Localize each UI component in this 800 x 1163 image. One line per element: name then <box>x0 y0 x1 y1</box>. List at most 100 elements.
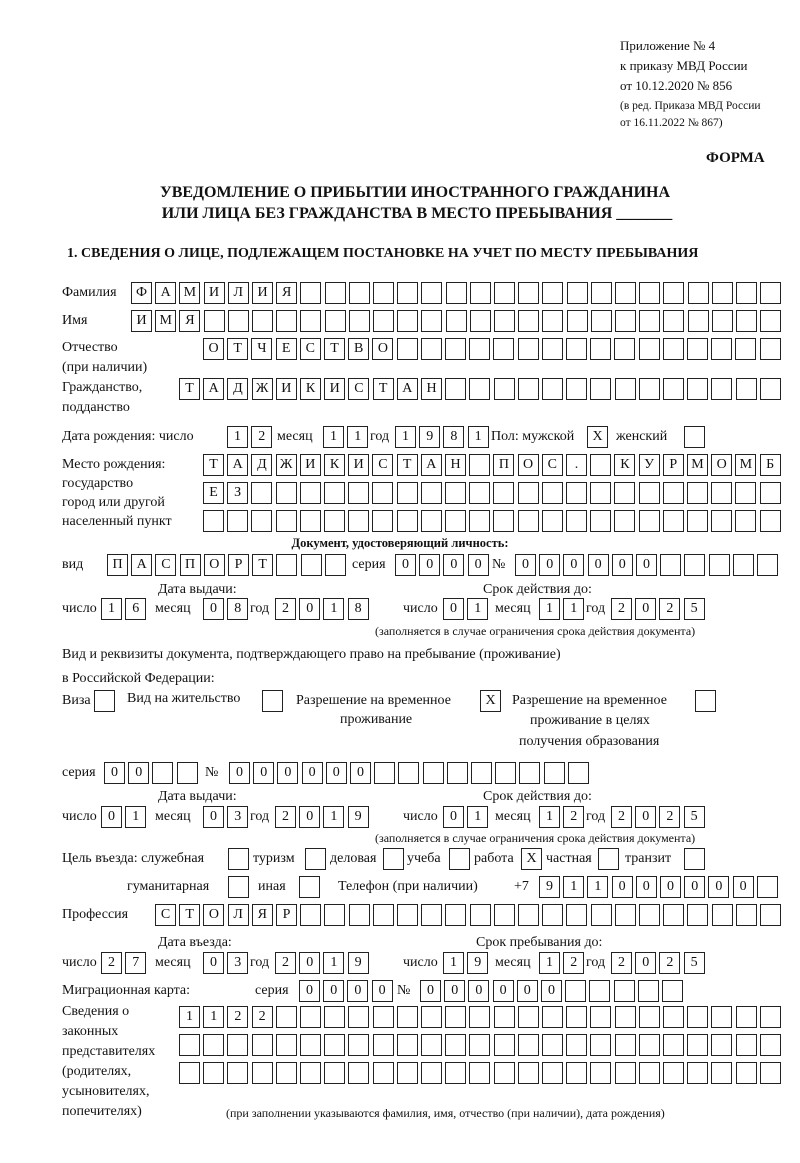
char-cell[interactable]: 5 <box>683 952 705 974</box>
char-cell[interactable] <box>565 980 587 1002</box>
purpose-private-checkbox[interactable] <box>598 848 619 870</box>
char-cell[interactable] <box>590 904 612 926</box>
char-cell[interactable] <box>471 762 492 784</box>
char-cell[interactable]: 0 <box>515 554 536 576</box>
char-cell[interactable] <box>300 1062 321 1084</box>
char-cell[interactable]: Л <box>227 904 249 926</box>
char-cell[interactable] <box>759 1062 781 1084</box>
char-cell[interactable] <box>324 1006 346 1028</box>
char-cell[interactable]: У <box>638 454 660 476</box>
char-cell[interactable]: Ф <box>131 282 152 304</box>
char-cell[interactable] <box>541 482 563 504</box>
char-cell[interactable]: 2 <box>275 598 296 620</box>
char-cell[interactable] <box>493 904 515 926</box>
char-cell[interactable] <box>446 762 468 784</box>
char-cell[interactable] <box>637 980 659 1002</box>
char-cell[interactable]: 3 <box>227 952 249 974</box>
char-cell[interactable] <box>517 338 539 360</box>
char-cell[interactable] <box>687 310 709 332</box>
char-cell[interactable] <box>372 510 394 532</box>
char-cell[interactable] <box>227 510 249 532</box>
char-cell[interactable] <box>179 1034 200 1056</box>
char-cell[interactable]: 1 <box>179 1006 200 1028</box>
char-cell[interactable] <box>469 378 491 400</box>
char-cell[interactable] <box>660 554 682 576</box>
char-cell[interactable] <box>275 1034 297 1056</box>
char-cell[interactable] <box>276 310 298 332</box>
char-cell[interactable] <box>398 762 420 784</box>
char-cell[interactable] <box>374 762 396 784</box>
char-cell[interactable] <box>638 338 660 360</box>
char-cell[interactable] <box>445 1006 467 1028</box>
char-cell[interactable]: 8 <box>227 598 249 620</box>
char-cell[interactable] <box>275 1006 297 1028</box>
char-cell[interactable] <box>590 454 612 476</box>
char-cell[interactable]: Т <box>372 378 394 400</box>
char-cell[interactable]: З <box>227 482 249 504</box>
char-cell[interactable] <box>517 378 539 400</box>
char-cell[interactable] <box>542 378 563 400</box>
char-cell[interactable] <box>348 310 370 332</box>
char-cell[interactable] <box>735 1034 757 1056</box>
char-cell[interactable] <box>760 310 782 332</box>
char-cell[interactable] <box>469 1062 491 1084</box>
char-cell[interactable] <box>759 338 781 360</box>
char-cell[interactable]: Т <box>179 904 201 926</box>
char-cell[interactable] <box>615 282 636 304</box>
char-cell[interactable]: Ж <box>251 378 273 400</box>
char-cell[interactable]: 0 <box>419 554 441 576</box>
char-cell[interactable]: 0 <box>444 980 466 1002</box>
char-cell[interactable]: О <box>203 904 225 926</box>
char-cell[interactable]: 0 <box>101 806 122 828</box>
char-cell[interactable]: 1 <box>323 806 345 828</box>
char-cell[interactable] <box>445 338 466 360</box>
char-cell[interactable] <box>614 482 636 504</box>
char-cell[interactable] <box>152 762 174 784</box>
char-cell[interactable]: 0 <box>708 876 730 898</box>
char-cell[interactable]: 2 <box>251 1006 273 1028</box>
char-cell[interactable] <box>614 1062 636 1084</box>
char-cell[interactable] <box>736 282 757 304</box>
char-cell[interactable]: Д <box>251 454 273 476</box>
char-cell[interactable] <box>590 310 612 332</box>
char-cell[interactable] <box>493 1034 515 1056</box>
char-cell[interactable] <box>590 1062 612 1084</box>
char-cell[interactable]: 0 <box>299 980 320 1002</box>
char-cell[interactable]: А <box>227 454 249 476</box>
char-cell[interactable] <box>662 338 684 360</box>
char-cell[interactable] <box>542 1034 563 1056</box>
char-cell[interactable]: 2 <box>611 952 632 974</box>
char-cell[interactable] <box>638 1034 660 1056</box>
char-cell[interactable] <box>687 338 708 360</box>
char-cell[interactable]: 1 <box>539 952 560 974</box>
char-cell[interactable] <box>518 282 540 304</box>
char-cell[interactable] <box>372 1006 394 1028</box>
char-cell[interactable]: И <box>324 378 346 400</box>
char-cell[interactable] <box>687 482 708 504</box>
char-cell[interactable] <box>396 1062 418 1084</box>
char-cell[interactable]: Е <box>275 338 297 360</box>
char-cell[interactable] <box>613 980 635 1002</box>
char-cell[interactable]: Р <box>662 454 684 476</box>
char-cell[interactable] <box>638 1006 660 1028</box>
char-cell[interactable]: Т <box>203 454 224 476</box>
char-cell[interactable] <box>711 338 733 360</box>
char-cell[interactable] <box>176 762 198 784</box>
char-cell[interactable]: А <box>420 454 442 476</box>
char-cell[interactable] <box>493 378 515 400</box>
char-cell[interactable] <box>421 1034 442 1056</box>
char-cell[interactable] <box>663 1006 684 1028</box>
visa-checkbox[interactable] <box>94 690 115 712</box>
char-cell[interactable] <box>469 1034 491 1056</box>
char-cell[interactable] <box>445 1062 467 1084</box>
char-cell[interactable] <box>251 1062 273 1084</box>
char-cell[interactable] <box>421 310 443 332</box>
char-cell[interactable] <box>300 904 322 926</box>
char-cell[interactable] <box>396 1006 418 1028</box>
char-cell[interactable]: Л <box>227 282 249 304</box>
char-cell[interactable]: С <box>299 338 321 360</box>
char-cell[interactable]: 1 <box>227 426 248 448</box>
char-cell[interactable]: 0 <box>395 554 416 576</box>
char-cell[interactable]: 2 <box>275 952 296 974</box>
char-cell[interactable] <box>590 1034 612 1056</box>
